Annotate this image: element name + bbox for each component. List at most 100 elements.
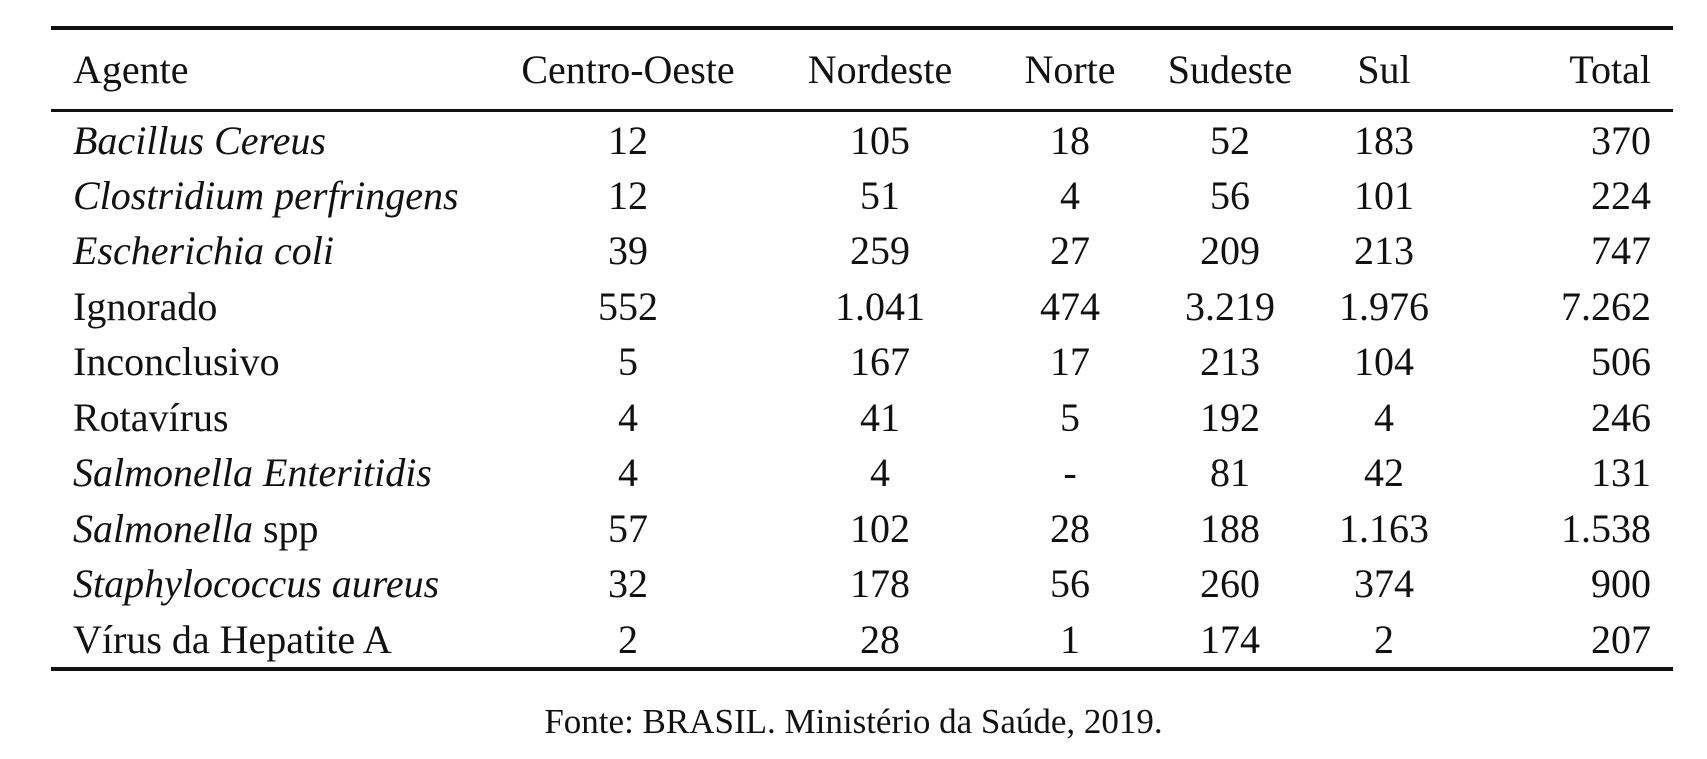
value-cell: 1.163 [1339, 505, 1429, 551]
value-cell: 1.976 [1339, 283, 1429, 329]
value-cell: 52 [1210, 118, 1250, 164]
value-cell: 32 [608, 561, 648, 607]
table-header: Agente Centro-Oeste Nordeste Norte Sudes… [51, 30, 1673, 112]
header-cell: Centro-Oeste [521, 47, 735, 92]
agent-cell: Ignorado [51, 279, 491, 335]
data-table: Agente Centro-Oeste Nordeste Norte Sudes… [51, 30, 1673, 667]
agent-cell: Salmonella Enteritidis [51, 445, 491, 501]
table-row: Rotavírus 4 41 5 192 4 246 [51, 390, 1673, 446]
agent-cell: Staphylococcus aureus [51, 556, 491, 612]
value-cell: 2 [1374, 616, 1394, 662]
table-row: Salmonella Enteritidis 4 4 - 81 42 131 [51, 445, 1673, 501]
value-cell: 174 [1200, 616, 1260, 662]
value-cell: 105 [850, 118, 910, 164]
value-cell: 4 [1374, 394, 1394, 440]
agent-name-italic: Salmonella [73, 505, 253, 551]
agent-name-plain: Ignorado [73, 283, 218, 329]
value-cell: 104 [1354, 339, 1414, 385]
agent-cell: Clostridium perfringens [51, 168, 491, 224]
value-cell: 167 [850, 339, 910, 385]
value-cell: 552 [598, 283, 658, 329]
agent-name-plain: spp [252, 505, 319, 551]
table-row: Vírus da Hepatite A 2 28 1 174 2 207 [51, 612, 1673, 668]
value-cell: 1.041 [835, 283, 925, 329]
value-cell: 51 [860, 172, 900, 218]
value-cell: 5 [618, 339, 638, 385]
value-cell: 4 [870, 450, 890, 496]
table-header-rule [51, 109, 1673, 112]
value-cell: 56 [1050, 561, 1090, 607]
header-cell: Sul [1357, 47, 1411, 92]
value-cell: 747 [1591, 228, 1651, 274]
value-cell: - [1063, 450, 1077, 496]
table-row: Escherichia coli 39 259 27 209 213 747 [51, 223, 1673, 279]
agent-name-italic: Salmonella Enteritidis [73, 450, 432, 496]
header-cell: Agente [73, 47, 189, 92]
value-cell: 28 [860, 616, 900, 662]
agent-name-plain: Rotavírus [73, 394, 229, 440]
table-row: Staphylococcus aureus 32 178 56 260 374 900 [51, 556, 1673, 612]
data-table-container: Agente Centro-Oeste Nordeste Norte Sudes… [51, 26, 1673, 671]
agent-cell: Rotavírus [51, 390, 491, 446]
value-cell: 183 [1354, 118, 1414, 164]
value-cell: 260 [1200, 561, 1260, 607]
value-cell: 2 [618, 616, 638, 662]
agent-name-plain: Vírus da Hepatite A [73, 616, 392, 662]
value-cell: 12 [608, 172, 648, 218]
header-cell: Sudeste [1167, 47, 1293, 92]
table-row: Inconclusivo 5 167 17 213 104 506 [51, 334, 1673, 390]
value-cell: 7.262 [1561, 283, 1651, 329]
value-cell: 224 [1591, 172, 1651, 218]
value-cell: 17 [1050, 339, 1090, 385]
agent-name-italic: Staphylococcus aureus [73, 561, 440, 607]
source-caption: Fonte: BRASIL. Ministério da Saúde, 2019… [544, 702, 1163, 741]
value-cell: 900 [1591, 561, 1651, 607]
agent-cell: Salmonella spp [51, 501, 491, 557]
value-cell: 56 [1210, 172, 1250, 218]
header-cell: Norte [1024, 47, 1116, 92]
agent-cell: Vírus da Hepatite A [51, 612, 491, 668]
agent-cell: Bacillus Cereus [51, 112, 491, 168]
value-cell: 209 [1200, 228, 1260, 274]
value-cell: 131 [1591, 450, 1651, 496]
value-cell: 81 [1210, 450, 1250, 496]
table-row: Bacillus Cereus 12 105 18 52 183 370 [51, 112, 1673, 168]
value-cell: 246 [1591, 394, 1651, 440]
value-cell: 4 [618, 394, 638, 440]
header-row: Agente Centro-Oeste Nordeste Norte Sudes… [51, 30, 1673, 109]
table-bottom-rule [51, 667, 1673, 671]
value-cell: 188 [1200, 505, 1260, 551]
table-top-rule [51, 26, 1673, 30]
value-cell: 370 [1591, 118, 1651, 164]
value-cell: 27 [1050, 228, 1090, 274]
value-cell: 102 [850, 505, 910, 551]
value-cell: 42 [1364, 450, 1404, 496]
value-cell: 374 [1354, 561, 1414, 607]
agent-name-italic: Bacillus Cereus [73, 118, 326, 164]
value-cell: 39 [608, 228, 648, 274]
agent-name-plain: Inconclusivo [73, 339, 280, 385]
value-cell: 474 [1040, 283, 1100, 329]
header-cell: Total [1569, 47, 1651, 92]
value-cell: 18 [1050, 118, 1090, 164]
value-cell: 57 [608, 505, 648, 551]
value-cell: 192 [1200, 394, 1260, 440]
value-cell: 1 [1060, 616, 1080, 662]
value-cell: 101 [1354, 172, 1414, 218]
value-cell: 178 [850, 561, 910, 607]
value-cell: 3.219 [1185, 283, 1275, 329]
value-cell: 4 [618, 450, 638, 496]
value-cell: 207 [1591, 616, 1651, 662]
value-cell: 4 [1060, 172, 1080, 218]
header-cell: Nordeste [807, 47, 953, 92]
value-cell: 28 [1050, 505, 1090, 551]
value-cell: 41 [860, 394, 900, 440]
table-body: Bacillus Cereus 12 105 18 52 183 370 Clostridiu… [51, 112, 1673, 667]
value-cell: 1.538 [1561, 505, 1651, 551]
agent-cell: Inconclusivo [51, 334, 491, 390]
value-cell: 12 [608, 118, 648, 164]
table-row: Salmonella spp 57 102 28 188 1.163 1.538 [51, 501, 1673, 557]
table-row: Clostridium perfringens 12 51 4 56 101 224 [51, 168, 1673, 224]
table-row: Ignorado 552 1.041 474 3.219 1.976 7.262 [51, 279, 1673, 335]
value-cell: 259 [850, 228, 910, 274]
